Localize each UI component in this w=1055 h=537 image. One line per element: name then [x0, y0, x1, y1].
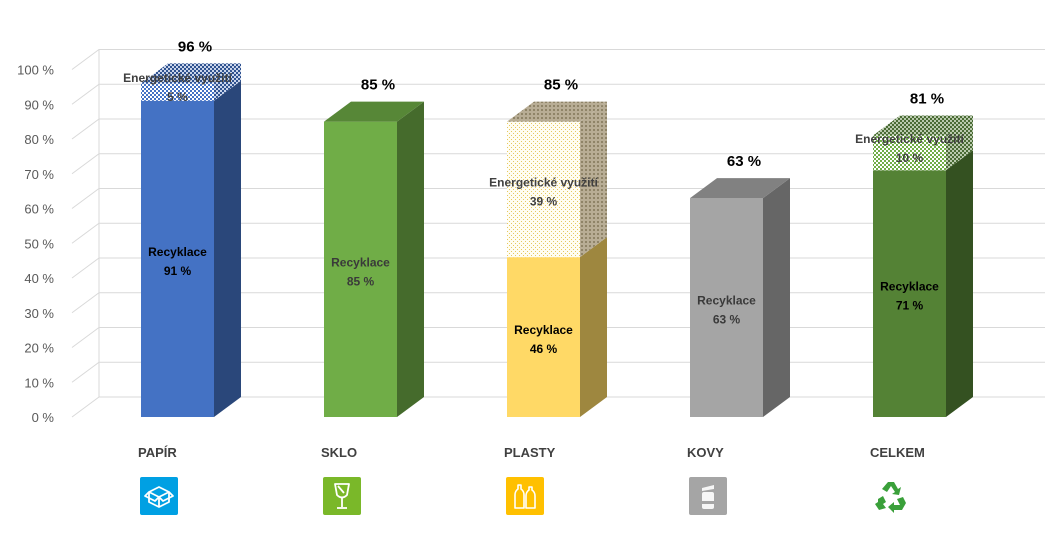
bar-energy-top [873, 115, 973, 136]
data-labels: 96 % Recyklace 91 % Energetické využití 5 % 8… [123, 38, 964, 356]
total-label: 63 % [727, 153, 761, 170]
total-label: 85 % [361, 77, 395, 94]
recycling-label-value: 71 % [896, 299, 924, 313]
bar-recycling-front [324, 121, 397, 417]
y-tick-label: 50 % [24, 236, 54, 251]
energy-label-value: 5 % [167, 90, 188, 104]
recycling-label-name: Recyklace [331, 255, 390, 269]
bar-recycling-side [580, 237, 607, 417]
y-tick-label: 60 % [24, 202, 54, 217]
bar-energy-front [141, 83, 214, 101]
bar-recycling-front [507, 257, 580, 417]
bar-energy-front [507, 121, 580, 258]
y-tick-label: 100 % [17, 63, 54, 78]
y-tick-label: 40 % [24, 271, 54, 286]
recycling-label-name: Recyklace [148, 245, 207, 259]
energy-label-name: Energetické využití [489, 175, 598, 189]
bar-energy-side [214, 63, 241, 101]
y-tick-label: 70 % [24, 167, 54, 182]
bar-energy-side [580, 101, 607, 258]
recycling-label-name: Recyklace [880, 280, 939, 294]
y-tick-label: 0 % [32, 410, 55, 425]
category-label: PAPÍR [138, 445, 177, 460]
box-icon [140, 477, 178, 515]
bar-energy-side [946, 115, 973, 171]
bar-recycling-side [946, 150, 973, 417]
category-label: CELKEM [870, 445, 925, 460]
total-label: 85 % [544, 77, 578, 94]
bar-energy-top [141, 63, 241, 84]
bar-recycling-front [873, 170, 946, 417]
bar-recycling-side [763, 178, 790, 417]
gridlines [71, 49, 1045, 418]
recycling-label-name: Recyklace [697, 294, 756, 308]
total-label: 81 % [910, 91, 944, 108]
x-axis: PAPÍR SKLO PLASTY KOVY CELKEM [138, 445, 925, 460]
category-label: PLASTY [504, 445, 556, 460]
bar-recycling-front [690, 198, 763, 417]
bar-recycling-side [397, 101, 424, 417]
energy-label-name: Energetické využití [123, 71, 232, 85]
energy-label-value: 39 % [530, 194, 558, 208]
glass-icon [323, 477, 361, 515]
y-tick-label: 80 % [24, 132, 54, 147]
recycle-icon [872, 477, 910, 515]
y-axis: 0 % 10 % 20 % 30 % 40 % 50 % 60 % 70 % 80 % 90 % 1… [17, 63, 54, 426]
recycling-label-value: 46 % [530, 342, 558, 356]
bar-recycling-side [214, 80, 241, 418]
bar-energy-top [507, 101, 607, 122]
recycling-label-value: 85 % [347, 274, 375, 288]
category-label: KOVY [687, 445, 724, 460]
recycling-label-name: Recyklace [514, 323, 573, 337]
recycling-label-value: 91 % [164, 264, 192, 278]
recycling-label-value: 63 % [713, 313, 741, 327]
bars [141, 63, 973, 418]
energy-label-value: 10 % [896, 151, 924, 165]
y-tick-label: 10 % [24, 375, 54, 390]
bar-recycling-front [141, 100, 214, 418]
bar-recycling-top [324, 101, 424, 122]
bar-energy-front [873, 135, 946, 171]
y-tick-label: 20 % [24, 341, 54, 356]
bottles-icon [506, 477, 544, 515]
can-icon [689, 477, 727, 515]
y-tick-label: 90 % [24, 97, 54, 112]
energy-label-name: Energetické využití [855, 132, 964, 146]
total-label: 96 % [178, 38, 212, 55]
category-label: SKLO [321, 445, 357, 460]
y-tick-label: 30 % [24, 306, 54, 321]
bar-recycling-top [690, 178, 790, 199]
